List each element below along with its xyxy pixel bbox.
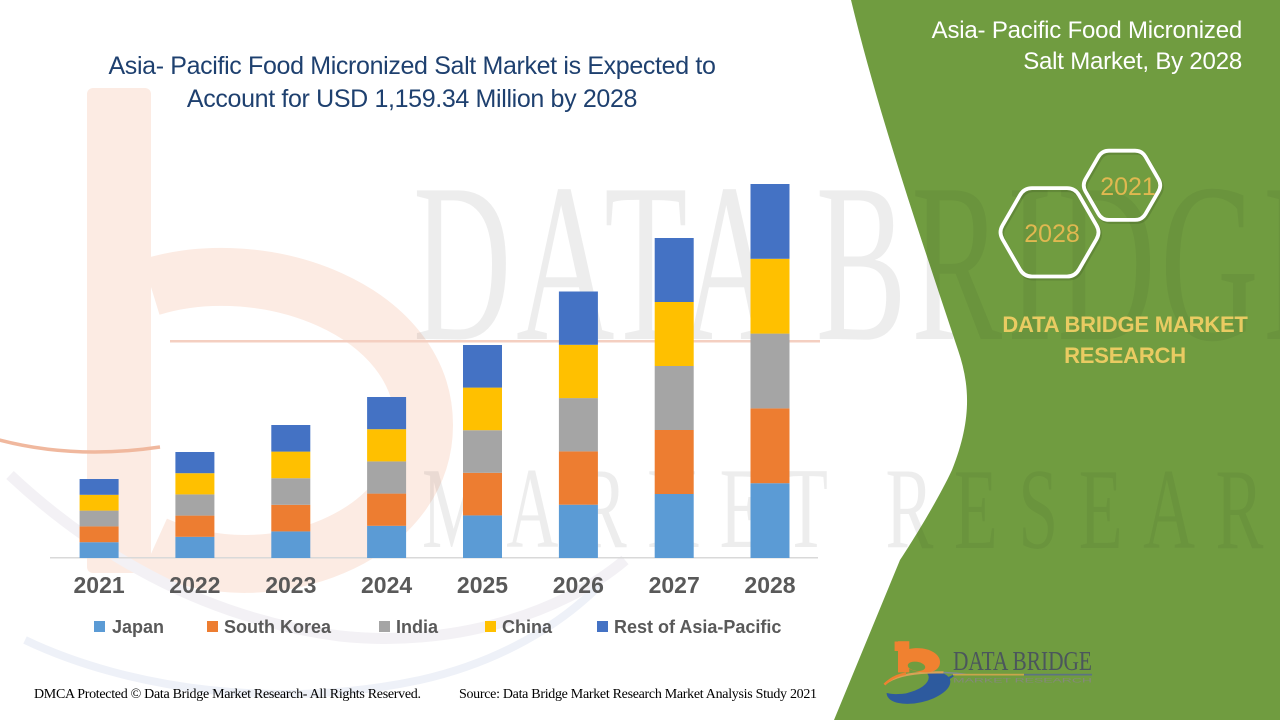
svg-text:DATA BRIDGE: DATA BRIDGE — [953, 645, 1092, 676]
svg-text:MARKET RESEARCH: MARKET RESEARCH — [953, 678, 1093, 685]
